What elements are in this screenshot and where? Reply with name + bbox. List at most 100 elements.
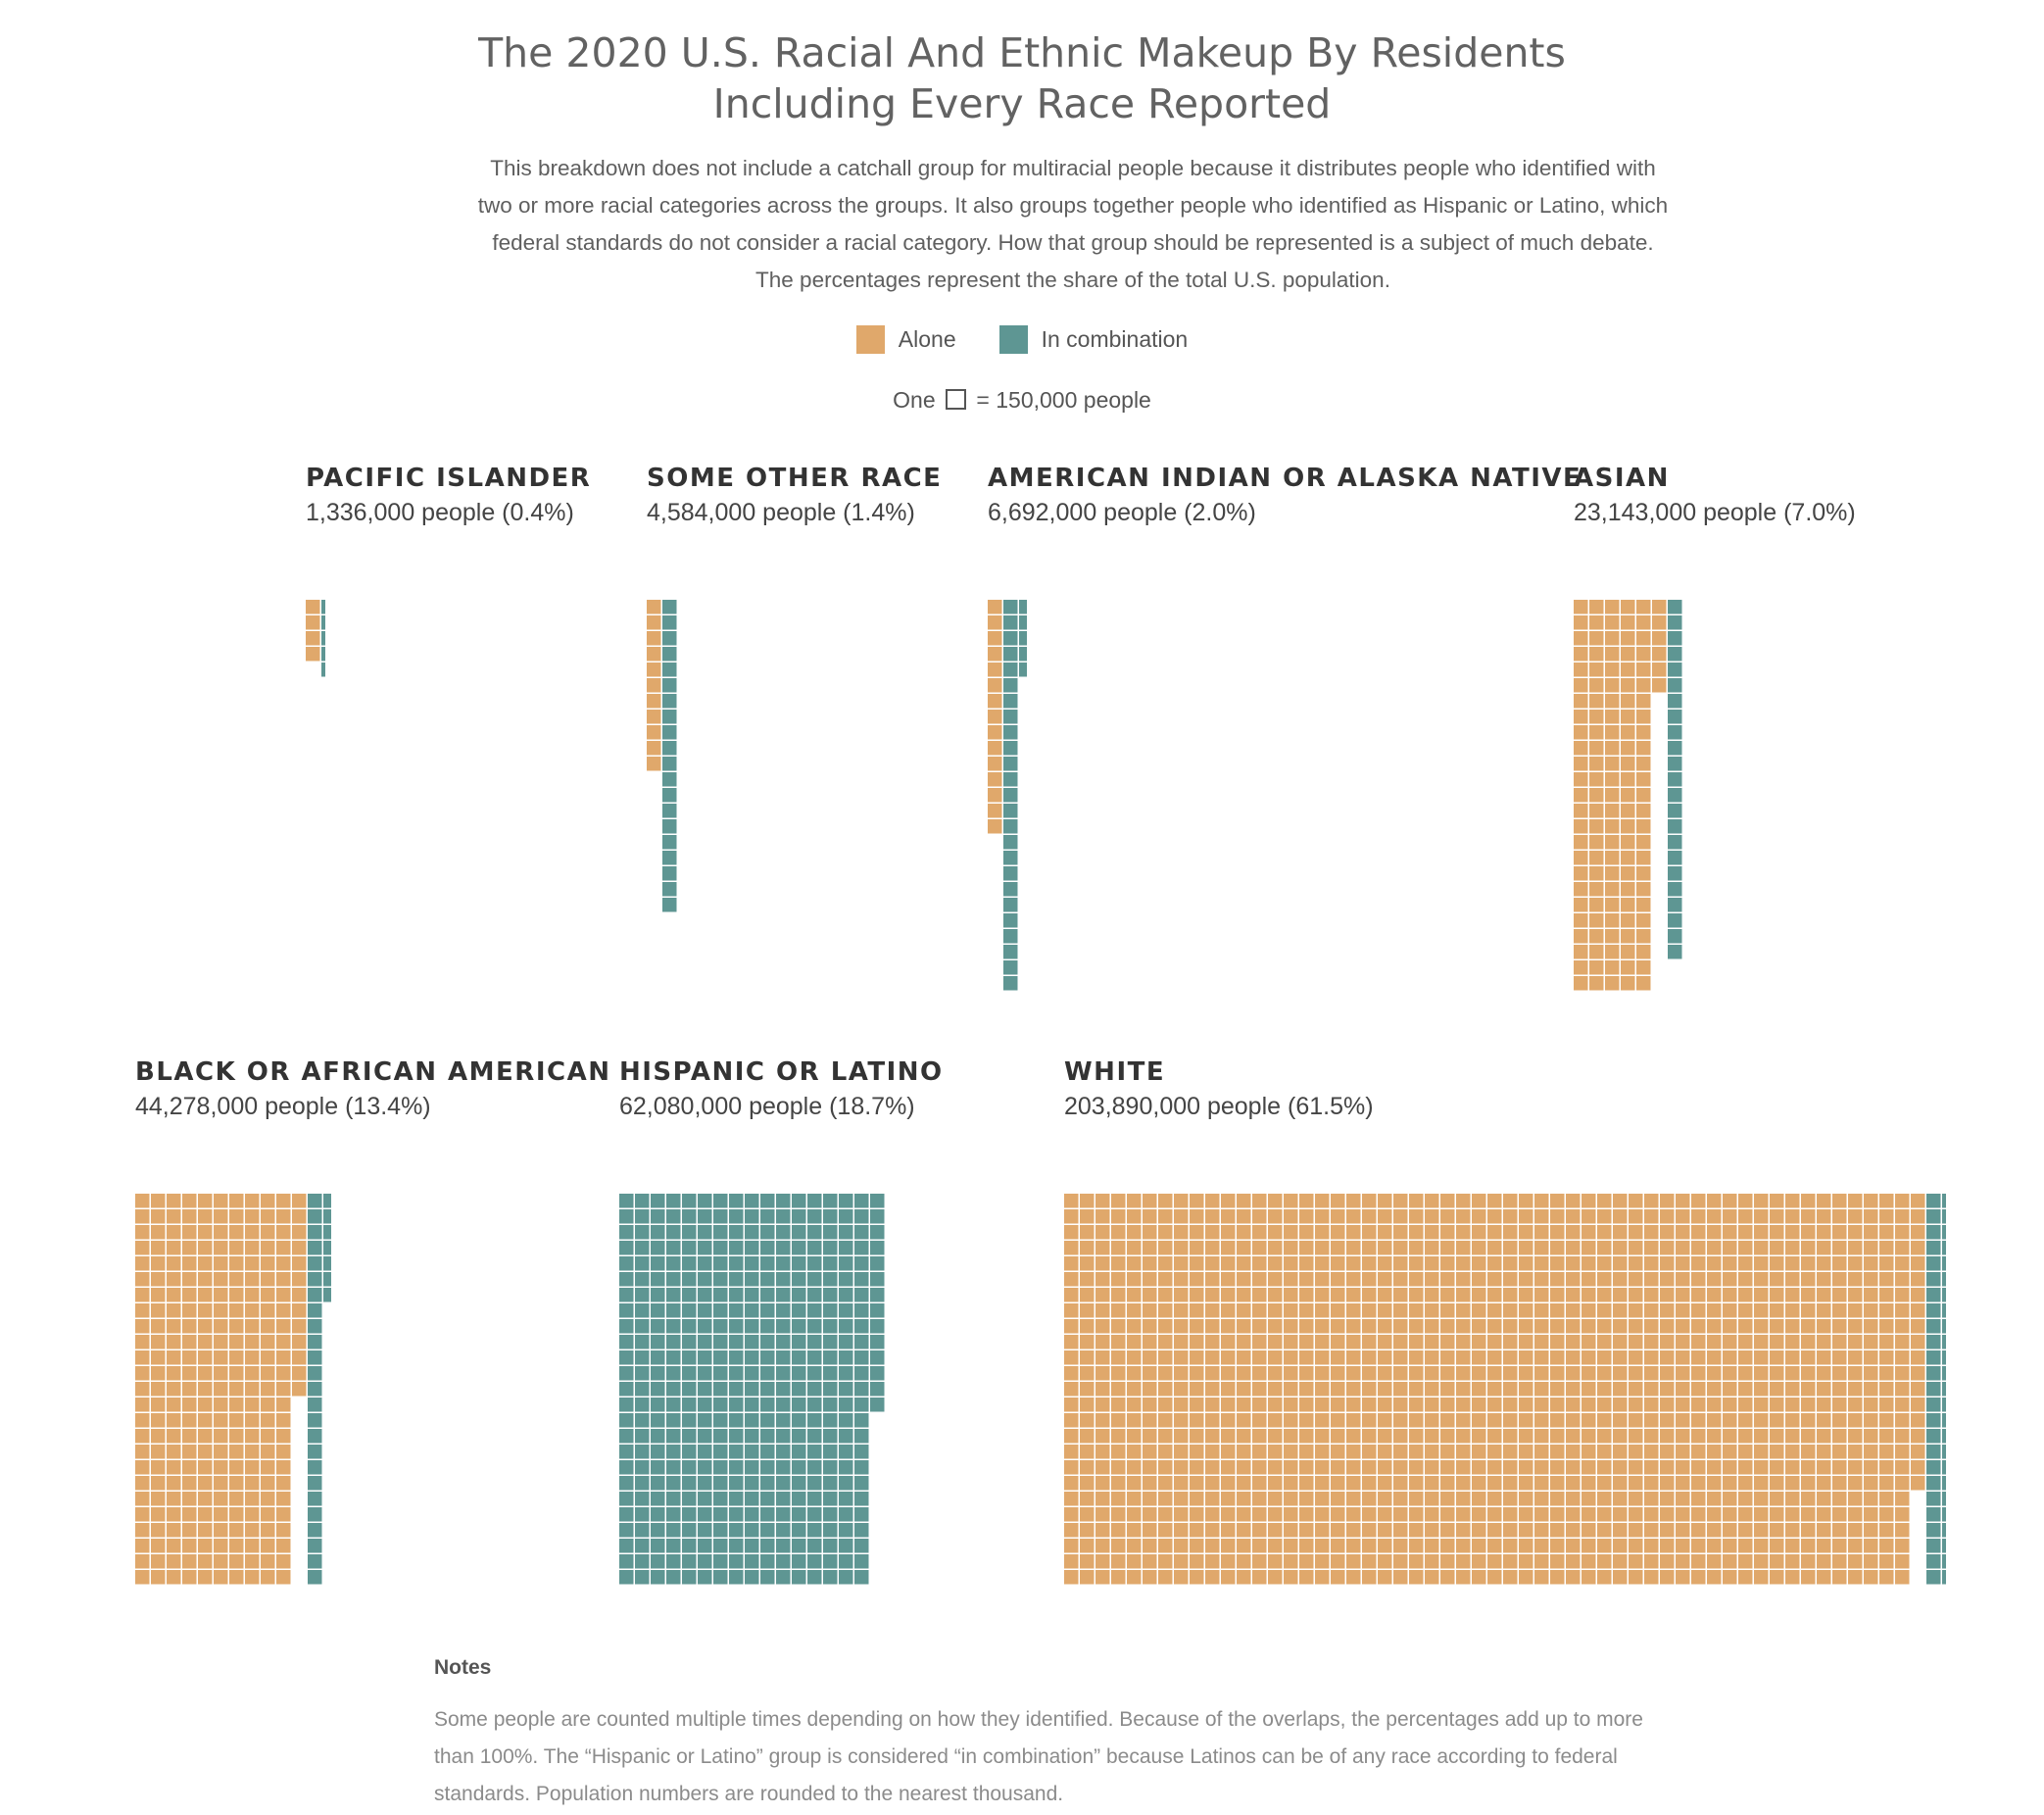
square-combination (308, 1272, 322, 1287)
square-alone (988, 678, 1002, 693)
square-combination (823, 1335, 838, 1349)
square-alone (1393, 1429, 1408, 1444)
square-alone (1440, 1429, 1455, 1444)
square-alone (1707, 1460, 1722, 1475)
square-alone (1440, 1554, 1455, 1569)
square-alone (229, 1350, 244, 1365)
square-alone (198, 1350, 213, 1365)
square-alone (1574, 694, 1588, 709)
square-alone (1143, 1476, 1157, 1491)
square-alone (1268, 1303, 1283, 1318)
square-alone (1456, 1366, 1471, 1381)
square-alone (1440, 1570, 1455, 1585)
square-combination (662, 819, 677, 834)
square-alone (1636, 772, 1651, 787)
square-alone (1801, 1350, 1816, 1365)
square-alone (1503, 1570, 1518, 1585)
square-alone (1597, 1319, 1612, 1334)
square-alone (1817, 1303, 1831, 1318)
square-combination (1003, 757, 1018, 771)
square-alone (1691, 1460, 1706, 1475)
square-combination (776, 1554, 791, 1569)
group-name: WHITE (1064, 1057, 1166, 1087)
square-alone (1315, 1209, 1330, 1224)
square-alone (1589, 898, 1604, 912)
square-combination (713, 1350, 728, 1365)
square-alone (1566, 1507, 1581, 1522)
square-alone (182, 1570, 197, 1585)
square-alone (1613, 1539, 1628, 1553)
square-combination (619, 1272, 634, 1287)
square-combination (666, 1539, 681, 1553)
square-combination (823, 1554, 838, 1569)
square-alone (1080, 1382, 1095, 1397)
square-alone (1205, 1350, 1220, 1365)
square-alone (1331, 1272, 1345, 1287)
square-combination (1942, 1413, 1946, 1428)
square-combination (651, 1413, 665, 1428)
square-alone (1284, 1288, 1298, 1302)
square-alone (1550, 1350, 1565, 1365)
square-alone (1911, 1366, 1925, 1381)
square-combination (854, 1554, 869, 1569)
square-alone (1848, 1570, 1863, 1585)
square-combination (823, 1272, 838, 1287)
square-combination (698, 1398, 712, 1412)
square-alone (1629, 1319, 1643, 1334)
square-alone (151, 1366, 166, 1381)
square-alone (1127, 1288, 1142, 1302)
square-alone (1895, 1445, 1910, 1459)
square-alone (1738, 1413, 1753, 1428)
square-alone (1095, 1539, 1110, 1553)
square-alone (1299, 1256, 1314, 1271)
square-alone (1605, 913, 1620, 928)
square-combination (635, 1445, 650, 1459)
square-alone (229, 1460, 244, 1475)
square-alone (1589, 788, 1604, 803)
square-alone (1707, 1445, 1722, 1459)
square-alone (151, 1492, 166, 1506)
square-combination (729, 1350, 744, 1365)
square-alone (229, 1476, 244, 1491)
square-alone (1613, 1476, 1628, 1491)
square-alone (1597, 1241, 1612, 1255)
square-alone (1660, 1256, 1675, 1271)
square-alone (1879, 1476, 1894, 1491)
square-alone (1174, 1429, 1189, 1444)
square-alone (1738, 1554, 1753, 1569)
square-alone (1284, 1241, 1298, 1255)
square-alone (1629, 1256, 1643, 1271)
square-alone (1605, 600, 1620, 614)
square-alone (1550, 1272, 1565, 1287)
square-combination (635, 1476, 650, 1491)
square-combination (1668, 788, 1682, 803)
square-alone (1597, 1209, 1612, 1224)
square-combination (776, 1303, 791, 1318)
square-alone (1174, 1319, 1189, 1334)
square-alone (1566, 1241, 1581, 1255)
square-alone (1738, 1570, 1753, 1585)
square-alone (1589, 835, 1604, 850)
square-alone (245, 1445, 260, 1459)
square-combination (760, 1194, 775, 1208)
square-alone (1158, 1398, 1173, 1412)
square-alone (1895, 1194, 1910, 1208)
square-alone (1534, 1382, 1549, 1397)
square-alone (1848, 1303, 1863, 1318)
square-combination (792, 1554, 806, 1569)
square-alone (1252, 1382, 1267, 1397)
square-alone (1534, 1272, 1549, 1287)
square-alone (1440, 1335, 1455, 1349)
square-alone (1284, 1429, 1298, 1444)
square-combination (823, 1492, 838, 1506)
square-combination (1668, 866, 1682, 881)
square-alone (1378, 1209, 1392, 1224)
square-alone (1095, 1256, 1110, 1271)
square-alone (1064, 1209, 1079, 1224)
square-combination (1668, 835, 1682, 850)
square-alone (1237, 1492, 1251, 1506)
square-alone (1911, 1225, 1925, 1240)
square-alone (1472, 1476, 1486, 1491)
square-combination (792, 1523, 806, 1538)
square-alone (1456, 1225, 1471, 1240)
